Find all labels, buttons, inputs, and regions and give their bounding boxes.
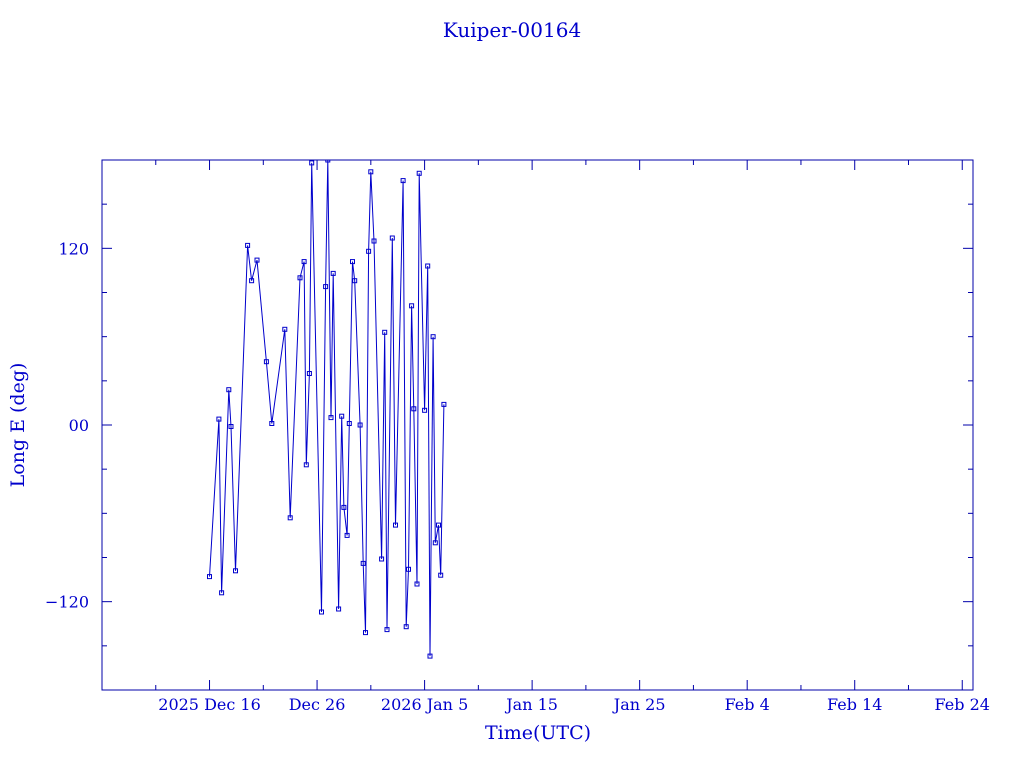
data-point: [438, 572, 444, 578]
axis-ticks: [102, 160, 973, 690]
chart-title: Kuiper-00164: [443, 18, 581, 42]
data-point: [360, 560, 366, 566]
data-point: [328, 415, 334, 421]
data-point: [282, 326, 288, 332]
y-axis-label: Long E (deg): [7, 363, 29, 488]
data-point: [309, 160, 315, 166]
data-point: [357, 422, 363, 428]
data-point: [339, 413, 345, 419]
data-point: [330, 270, 336, 276]
data-point: [432, 540, 438, 546]
data-point: [287, 515, 293, 521]
plot-area: [207, 160, 447, 659]
data-point: [346, 421, 352, 426]
data-point: [422, 407, 428, 413]
data-point: [403, 624, 409, 630]
x-tick-label: Jan 15: [504, 695, 558, 714]
data-point: [436, 522, 441, 528]
data-point: [406, 566, 411, 572]
y-tick-labels: 120 00 −120: [45, 239, 89, 611]
data-point: [430, 334, 436, 340]
x-tick-label: Feb 14: [827, 695, 882, 714]
data-point: [409, 303, 415, 309]
data-point: [427, 653, 433, 659]
data-point: [303, 462, 309, 468]
data-point: [393, 522, 398, 528]
x-tick-label: 2026 Jan 5: [381, 695, 468, 714]
data-point: [416, 170, 422, 176]
data-point: [226, 387, 232, 393]
data-point: [228, 424, 234, 429]
data-point: [263, 359, 269, 365]
data-point: [384, 627, 390, 633]
x-tick-label: Feb 24: [935, 695, 990, 714]
data-point: [425, 263, 431, 269]
data-point: [306, 371, 312, 376]
data-point: [366, 248, 372, 254]
data-point: [441, 401, 447, 407]
series-line: [209, 160, 445, 657]
x-tick-label: Jan 25: [612, 695, 666, 714]
data-point: [371, 238, 377, 244]
data-point: [363, 630, 368, 636]
y-tick-label: −120: [45, 593, 89, 612]
data-point: [245, 242, 251, 248]
data-point: [336, 606, 342, 612]
y-tick-label: 00: [69, 416, 89, 435]
data-point: [414, 581, 420, 587]
data-point: [269, 421, 275, 426]
x-tick-label: 2025 Dec 16: [158, 695, 261, 714]
data-point: [254, 257, 260, 263]
data-point: [207, 574, 212, 580]
data-point: [216, 416, 222, 422]
data-point: [219, 590, 225, 596]
data-point: [297, 275, 303, 281]
data-point: [301, 259, 307, 265]
data-point: [379, 556, 385, 562]
data-point: [325, 160, 331, 163]
data-point: [350, 259, 355, 265]
data-point: [341, 504, 347, 510]
x-tick-label: Dec 26: [289, 695, 346, 714]
data-point: [344, 532, 350, 538]
x-axis-label: Time(UTC): [485, 722, 591, 744]
y-tick-label: 120: [58, 239, 89, 258]
data-point: [368, 169, 374, 175]
data-point: [233, 568, 238, 574]
data-point: [411, 406, 417, 412]
data-point: [249, 278, 255, 284]
data-point: [400, 178, 406, 184]
data-point: [389, 235, 395, 241]
x-tick-label: Feb 4: [725, 695, 770, 714]
data-point: [382, 329, 388, 335]
x-tick-labels: 2025 Dec 16 Dec 26 2026 Jan 5 Jan 15 Jan 25 F…: [158, 695, 990, 714]
data-point: [319, 609, 324, 615]
data-point: [352, 278, 358, 284]
data-point: [323, 284, 329, 290]
